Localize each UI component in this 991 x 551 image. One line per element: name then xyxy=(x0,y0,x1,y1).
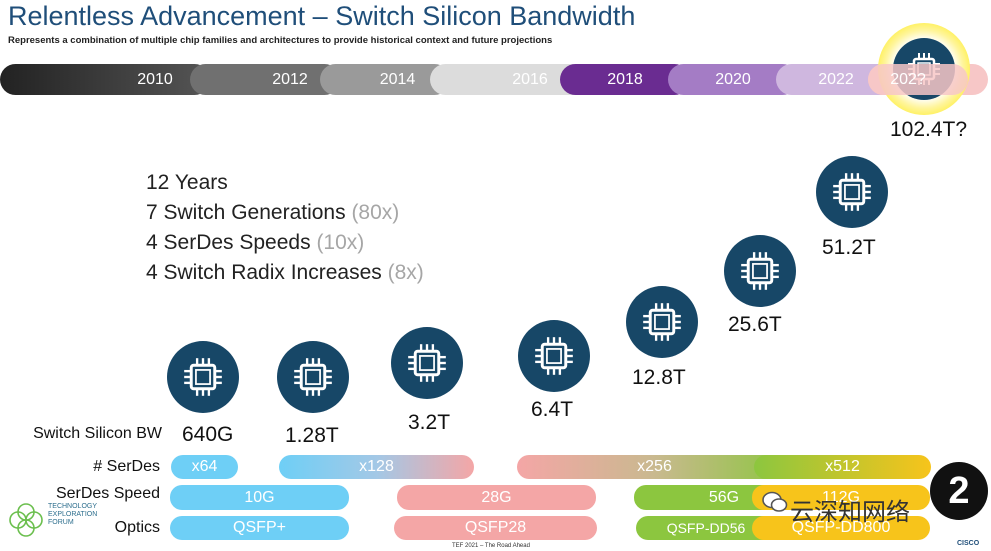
bw-label-102t: 102.4T? xyxy=(890,118,968,141)
timeline-2014: 2014 xyxy=(320,64,450,95)
optics-qsfp28: QSFP28 xyxy=(394,516,597,540)
bw-label-25-6t: 25.6T xyxy=(728,313,782,336)
tef-line1: TECHNOLOGY xyxy=(48,503,98,510)
optics-qsfp-dd800: QSFP-DD800 xyxy=(752,516,930,540)
timeline-202x-overlay: 202? xyxy=(868,64,968,95)
cisco-logo: CISCO xyxy=(957,540,980,547)
row-label-serdes: # SerDes xyxy=(93,458,160,475)
speed-10g: 10G xyxy=(170,485,349,510)
serdes-x64: x64 xyxy=(171,455,238,479)
stat-serdes-text: 4 SerDes Speeds xyxy=(146,231,317,254)
chip-icon-6-4t xyxy=(518,320,590,392)
page-badge: 2 xyxy=(930,462,988,520)
chip-icon-12-8t xyxy=(626,286,698,358)
chip-icon-3-2t xyxy=(391,327,463,399)
bw-label-3-2t: 3.2T xyxy=(408,411,451,434)
bw-label-12-8t: 12.8T xyxy=(632,366,686,389)
stat-generations-note: (80x) xyxy=(351,201,400,224)
stats-block: 12 Years 7 Switch Generations (80x) 4 Se… xyxy=(146,168,424,288)
tef-line3: FORUM xyxy=(48,519,74,526)
tef-line2: EXPLORATION xyxy=(48,511,98,518)
stat-radix: 4 Switch Radix Increases (8x) xyxy=(146,258,424,288)
speed-112g: 112G xyxy=(752,485,930,510)
stat-generations: 7 Switch Generations (80x) xyxy=(146,198,424,228)
stat-serdes: 4 SerDes Speeds (10x) xyxy=(146,228,424,258)
serdes-x256: x256 xyxy=(517,455,792,479)
chip-icon-25-6t xyxy=(724,235,796,307)
row-label-speed: SerDes Speed xyxy=(55,485,160,502)
timeline-2012: 2012 xyxy=(190,64,340,95)
stat-radix-text: 4 Switch Radix Increases xyxy=(146,261,388,284)
stat-years: 12 Years xyxy=(146,168,424,198)
wechat-icon xyxy=(762,490,788,514)
chip-icon-1-28t xyxy=(277,341,349,413)
optics-qsfp-plus: QSFP+ xyxy=(170,516,349,540)
timeline-2020: 2020 xyxy=(668,64,798,95)
bw-label-51-2t: 51.2T xyxy=(822,236,876,259)
speed-28g: 28G xyxy=(397,485,596,510)
speed-56g: 56G xyxy=(634,485,774,510)
bw-label-1-28t: 1.28T xyxy=(285,424,339,447)
chip-icon-640g xyxy=(167,341,239,413)
timeline-202x-label-front: 202? xyxy=(890,70,926,88)
stat-radix-note: (8x) xyxy=(387,261,424,284)
serdes-x128: x128 xyxy=(279,455,474,479)
bw-label-6-4t: 6.4T xyxy=(531,398,574,421)
stat-serdes-note: (10x) xyxy=(316,231,365,254)
tef-logo-text: TECHNOLOGY EXPLORATION FORUM xyxy=(48,503,97,527)
optics-qsfp-dd56: QSFP-DD56 xyxy=(636,516,776,540)
bw-label-640g: 640G xyxy=(182,423,234,446)
stat-years-text: 12 Years xyxy=(146,171,228,194)
footer-text: TEF 2021 – The Road Ahead xyxy=(452,543,530,549)
row-label-bw: Switch Silicon BW xyxy=(33,425,162,442)
row-label-optics: Optics xyxy=(114,519,160,536)
stat-generations-text: 7 Switch Generations xyxy=(146,201,352,224)
tef-logo-icon xyxy=(8,502,44,538)
serdes-x512: x512 xyxy=(754,455,931,479)
wechat-watermark: 云深知网络 xyxy=(790,499,910,526)
page-title: Relentless Advancement – Switch Silicon … xyxy=(8,1,636,31)
chip-icon-51-2t xyxy=(816,156,888,228)
page-subtitle: Represents a combination of multiple chi… xyxy=(8,35,553,46)
timeline-2010: 2010 xyxy=(0,64,210,95)
